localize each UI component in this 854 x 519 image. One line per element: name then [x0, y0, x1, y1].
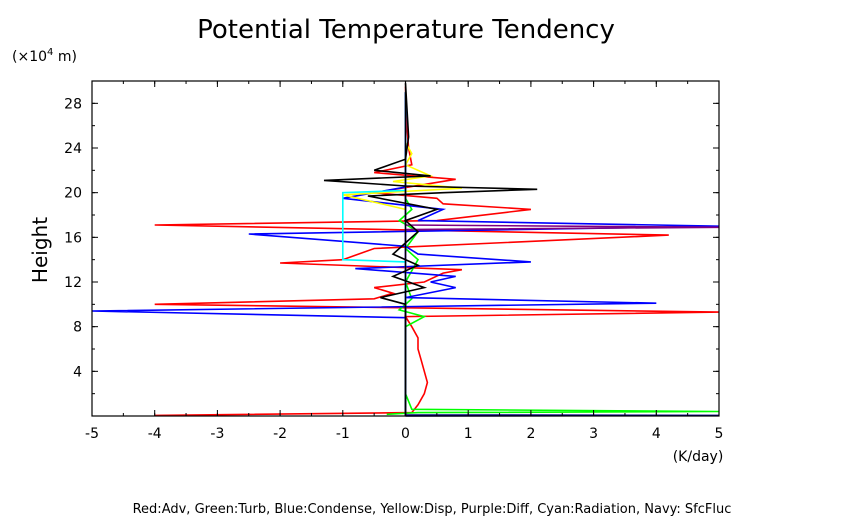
x-axis-label: (K/day): [673, 449, 724, 465]
series-line-condense: [91, 92, 720, 416]
x-tick-label: -2: [273, 426, 287, 442]
y-tick-label: 28: [64, 96, 82, 112]
y-tick-label: 8: [73, 320, 82, 336]
x-tick-label: 3: [589, 426, 598, 442]
series-line-diff: [404, 92, 720, 416]
x-tick-label: 2: [526, 426, 535, 442]
x-tick-label: 4: [652, 426, 661, 442]
x-tick-label: -4: [148, 426, 162, 442]
series-line-turb: [386, 92, 720, 416]
y-tick-label: 16: [64, 230, 82, 246]
y-tick-label: 4: [73, 364, 82, 380]
series-line-sfcfluc: [404, 92, 720, 417]
series-line-adv: [154, 86, 720, 417]
series-line-total: [323, 83, 538, 416]
x-tick-label: 1: [464, 426, 473, 442]
y-tick-label: 12: [64, 275, 82, 291]
y-tick-label: 24: [64, 141, 82, 157]
x-tick-label: 5: [715, 426, 724, 442]
x-tick-label: -1: [336, 426, 350, 442]
series-line-radiation: [341, 92, 407, 416]
chart-title: Potential Temperature Tendency: [197, 15, 615, 45]
x-tick-label: -3: [210, 426, 224, 442]
legend-caption: Red:Adv, Green:Turb, Blue:Condense, Yell…: [133, 502, 732, 517]
x-tick-label: -5: [85, 426, 99, 442]
y-axis-label: Height: [28, 217, 52, 283]
y-axis-unit: (×104 m): [12, 47, 77, 65]
x-tick-label: 0: [401, 426, 410, 442]
y-tick-label: 20: [64, 186, 82, 202]
y-axis-unit-exponent: 4: [47, 47, 53, 58]
